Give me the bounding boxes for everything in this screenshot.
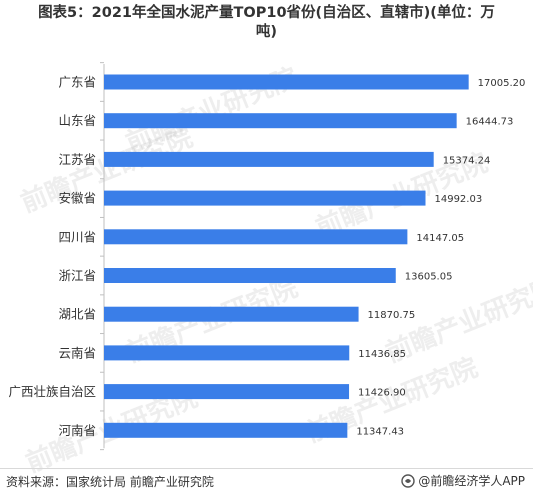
footer-divider xyxy=(0,468,533,469)
chart-title-line2: 吨) xyxy=(255,24,278,40)
category-label: 安徽省 xyxy=(58,191,96,206)
category-label: 广西壮族自治区 xyxy=(8,384,96,399)
bar xyxy=(104,268,396,283)
data-label: 16444.73 xyxy=(466,117,514,128)
data-label: 11347.43 xyxy=(356,426,404,437)
data-label: 14992.03 xyxy=(434,194,482,205)
footer-brand-label: @前瞻经济学人APP xyxy=(418,474,525,488)
bar xyxy=(104,306,359,322)
bar xyxy=(104,113,457,129)
data-label: 15374.24 xyxy=(443,155,491,166)
qianzhan-logo-icon xyxy=(401,473,416,488)
category-label: 云南省 xyxy=(58,345,96,360)
category-label: 浙江省 xyxy=(58,268,96,283)
footer-source: 资料来源：国家统计局 前瞻产业研究院 xyxy=(6,475,214,489)
bar xyxy=(104,422,348,438)
category-label: 四川省 xyxy=(58,229,96,244)
bar xyxy=(104,151,434,167)
data-label: 13605.05 xyxy=(405,272,453,283)
data-label: 11426.90 xyxy=(358,388,406,399)
data-label: 11436.85 xyxy=(358,349,406,360)
bar xyxy=(104,74,469,90)
chart-title: 图表5：2021年全国水泥产量TOP10省份(自治区、直辖市)(单位：万 吨) xyxy=(0,4,533,42)
bar xyxy=(104,345,350,361)
bar xyxy=(104,384,350,400)
chart-title-line1: 图表5：2021年全国水泥产量TOP10省份(自治区、直辖市)(单位：万 xyxy=(38,5,495,21)
bar xyxy=(104,229,408,245)
data-label: 14147.05 xyxy=(416,233,464,244)
data-label: 11870.75 xyxy=(368,310,416,321)
footer-brand: @前瞻经济学人APP xyxy=(401,472,525,489)
category-label: 河南省 xyxy=(58,423,96,438)
category-label: 湖北省 xyxy=(58,307,96,322)
bar xyxy=(104,190,426,206)
data-label: 17005.20 xyxy=(478,78,526,89)
category-label: 山东省 xyxy=(58,113,96,128)
category-label: 广东省 xyxy=(58,75,96,90)
category-label: 江苏省 xyxy=(58,152,96,167)
